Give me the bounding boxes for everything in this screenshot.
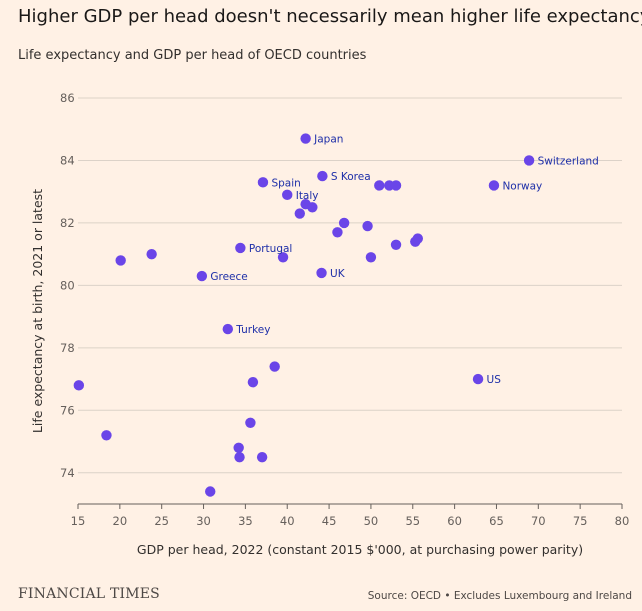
data-point [317,170,328,182]
data-point [205,486,216,497]
data-point [146,248,157,260]
point-label: Greece [210,271,247,283]
x-tick-label: 65 [489,514,504,528]
data-point [307,202,318,213]
data-point [338,217,350,229]
data-point [257,177,269,188]
x-tick-label: 60 [447,514,462,528]
data-point [101,430,112,441]
x-tick-label: 15 [71,514,86,528]
data-point [472,373,484,385]
y-axis-title: Life expectancy at birth, 2021 or latest [30,189,45,433]
point-label: US [487,374,502,386]
y-tick-label: 82 [60,216,75,230]
data-point [233,442,244,453]
data-point [374,180,385,191]
y-tick-label: 84 [60,153,75,167]
chart-subtitle: Life expectancy and GDP per head of OECD… [18,48,367,63]
y-tick-label: 78 [60,341,75,355]
data-point [316,267,327,279]
data-point [235,242,246,254]
data-point [277,252,289,263]
data-point [282,189,293,201]
point-label: UK [330,268,346,280]
point-label: Norway [502,180,542,192]
data-point [196,270,208,282]
x-tick-label: 25 [154,514,169,528]
data-point [410,236,421,247]
data-point [390,239,402,250]
x-tick-label: 40 [280,514,295,528]
data-point [365,252,377,263]
data-point [247,377,259,388]
x-axis-title: GDP per head, 2022 (constant 2015 $'000,… [137,542,583,557]
y-tick-label: 74 [60,466,75,480]
data-point [332,227,343,238]
x-tick-label: 80 [615,514,630,528]
point-label: Spain [271,177,300,189]
chart-title: Higher GDP per head doesn't necessarily … [18,6,642,27]
data-point [115,255,126,266]
y-tick-label: 80 [60,278,75,292]
point-label: Portugal [249,243,293,255]
x-tick-label: 70 [531,514,546,528]
data-point [73,380,85,391]
data-point [294,208,305,219]
data-point [269,361,280,372]
y-tick-label: 76 [60,403,75,417]
data-point [362,220,373,232]
x-tick-label: 20 [113,514,128,528]
data-point [234,451,245,463]
data-point [300,133,311,144]
x-tick-label: 35 [238,514,253,528]
x-tick-label: 55 [405,514,420,528]
x-tick-label: 45 [322,514,337,528]
data-point [222,323,234,335]
data-point [523,155,535,166]
x-tick-label: 30 [196,514,211,528]
y-tick-label: 86 [60,91,75,105]
x-tick-label: 50 [364,514,379,528]
publisher-logo: FINANCIAL TIMES [18,586,160,602]
point-label: Turkey [235,324,270,336]
source-note: Source: OECD • Excludes Luxembourg and I… [367,590,632,602]
data-point [256,451,268,463]
x-tick-label: 75 [573,514,588,528]
data-point [488,180,500,191]
point-label: Switzerland [538,155,599,167]
point-label: Japan [313,134,343,146]
data-point [245,417,256,428]
scatter-chart: 74 76 78 80 82 84 86 15 20 25 30 35 40 45 50 55 60 65 70 75… [30,91,630,557]
point-label: S Korea [331,171,371,183]
point-label: Italy [296,190,319,202]
data-point [390,180,402,191]
